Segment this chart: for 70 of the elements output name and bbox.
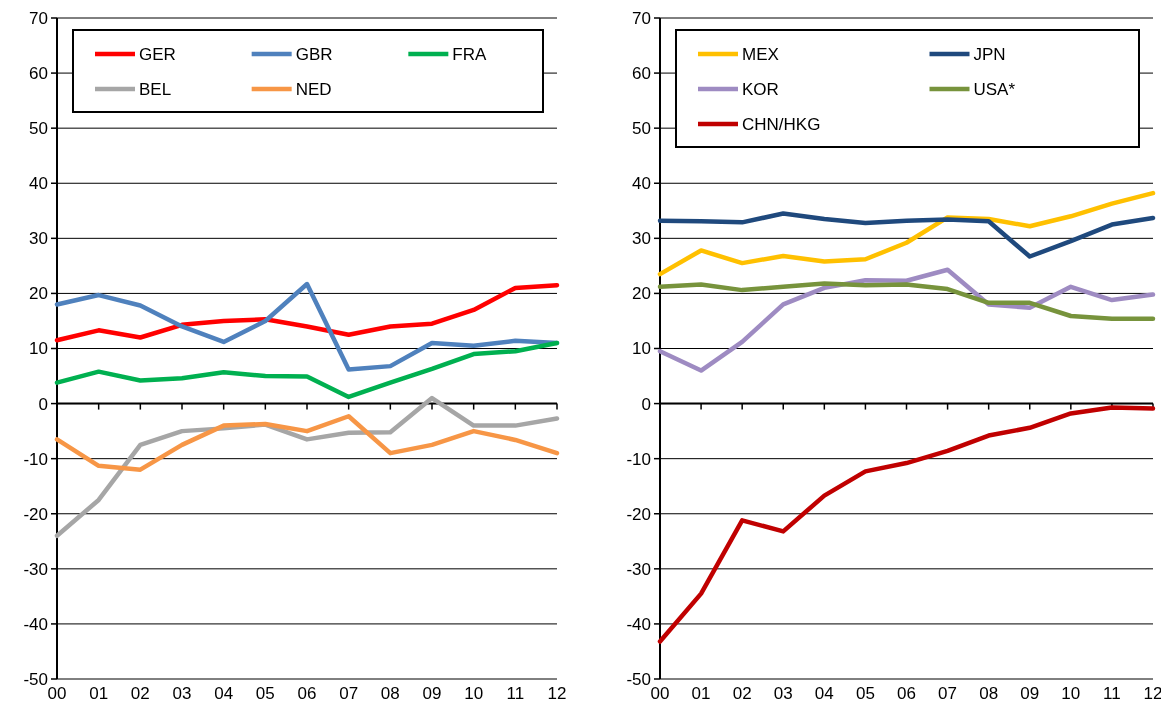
y-tick-label: -40 [626,614,651,634]
y-tick-label: 0 [641,394,651,414]
x-tick-label: 04 [814,684,834,703]
x-tick-label: 02 [732,684,752,703]
legend-label: GER [139,44,176,64]
x-tick-label: 02 [130,684,150,703]
legend-label: GBR [295,44,333,64]
x-tick-label: 09 [422,684,442,703]
x-tick-label: 01 [89,684,109,703]
line-series [54,414,560,472]
line-series [54,340,560,400]
x-tick-label: 06 [297,684,317,703]
legend-label: FRA [452,44,487,64]
y-tick-label: 20 [632,284,651,304]
legend-label: NED [295,79,332,99]
y-tick-label: -30 [23,559,48,579]
x-tick-label: 06 [897,684,916,703]
x-tick-label: 10 [464,684,484,703]
x-tick-label: 09 [1020,684,1040,703]
legend-label: MEX [742,44,779,64]
y-tick-label: 10 [29,339,48,359]
x-tick-label: 00 [650,684,670,703]
x-tick-label: 07 [938,684,958,703]
legend-label: BEL [139,79,172,99]
x-tick-label: 08 [979,684,999,703]
y-tick-label: 60 [29,64,48,84]
y-tick-label: 70 [29,8,48,28]
x-tick-label: 03 [172,684,192,703]
x-tick-label: 11 [506,684,525,703]
x-tick-label: 01 [691,684,711,703]
y-tick-label: -20 [626,504,651,524]
x-tick-label: 08 [380,684,400,703]
line-series [657,405,1156,644]
y-tick-label: 50 [632,119,651,139]
x-tick-label: 10 [1061,684,1081,703]
y-tick-label: 0 [38,394,48,414]
y-tick-label: 10 [632,339,651,359]
y-tick-label: 60 [632,64,651,84]
x-tick-label: 03 [773,684,793,703]
line-series [657,281,1156,322]
y-tick-label: 30 [632,229,651,249]
legend-label: CHN/HKG [742,114,821,134]
legend-label: JPN [973,44,1006,64]
y-tick-label: -40 [23,614,48,634]
x-tick-label: 04 [214,684,234,703]
y-tick-label: -20 [23,504,48,524]
y-tick-label: -30 [626,559,651,579]
x-tick-label: 05 [855,684,875,703]
x-tick-label: 07 [339,684,359,703]
x-tick-label: 11 [1103,684,1121,703]
y-tick-label: 40 [632,174,651,194]
y-tick-label: -50 [626,669,651,689]
x-tick-label: 12 [1143,684,1163,703]
y-tick-label: -10 [23,449,48,469]
x-tick-label: 00 [47,684,67,703]
line-series [657,267,1156,373]
y-tick-label: 50 [29,119,48,139]
y-tick-label: -50 [23,669,48,689]
y-tick-label: 70 [632,8,651,28]
y-tick-label: 20 [29,284,48,304]
y-tick-label: 40 [29,174,48,194]
line-series [657,190,1156,277]
legend-label: KOR [742,79,779,99]
x-tick-label: 05 [255,684,275,703]
y-tick-label: 30 [29,229,48,249]
y-tick-label: -10 [626,449,651,469]
x-tick-label: 12 [547,684,567,703]
line-series [657,211,1156,259]
legend-label: USA* [973,79,1016,99]
line-series [54,282,560,343]
